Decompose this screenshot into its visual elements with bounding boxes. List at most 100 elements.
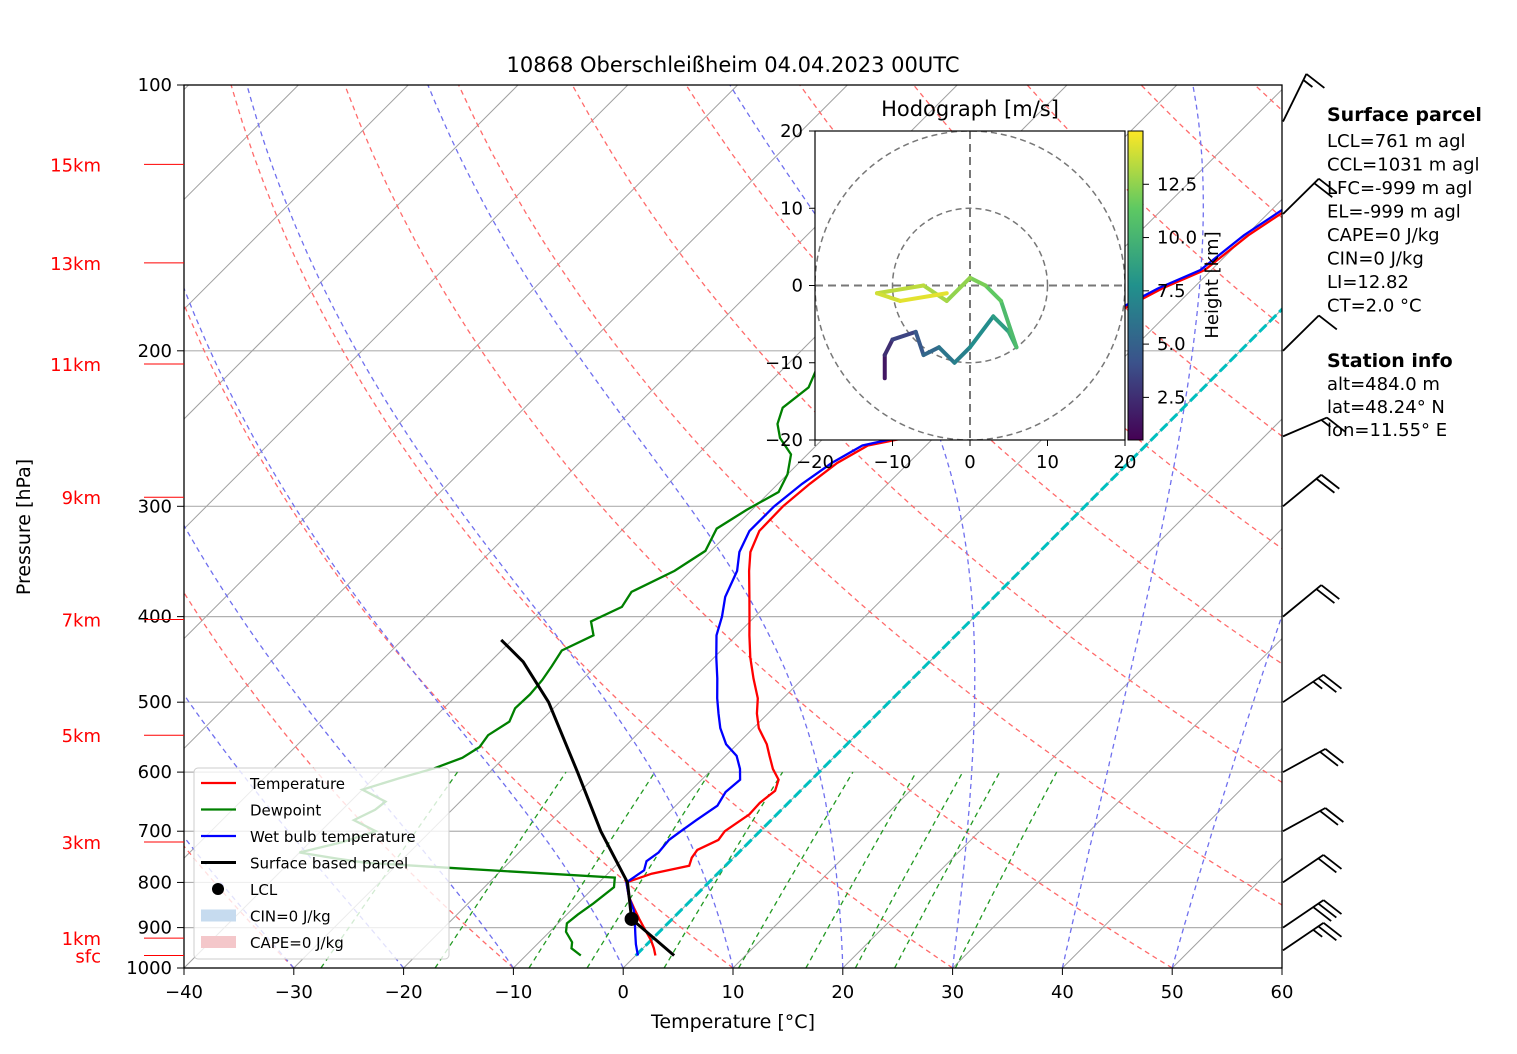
barb-flag (1317, 925, 1337, 942)
isotherm (184, 85, 848, 750)
mixing-ratio-line (528, 771, 656, 968)
legend-swatch (201, 936, 236, 948)
hodograph-segment (983, 283, 1003, 303)
isotherm (952, 637, 1282, 968)
wind-barb (1282, 73, 1325, 122)
barb-flag (1319, 810, 1339, 826)
colorbar-tick-label: 5.0 (1157, 334, 1186, 355)
barb-flag (1312, 906, 1332, 922)
isotherm (184, 85, 409, 310)
barb-shaft (1282, 178, 1320, 215)
y-tick-label: 100 (138, 75, 172, 96)
barb-shaft (1282, 584, 1322, 618)
moist-adiabat (184, 286, 624, 968)
x-tick-label: 50 (1161, 982, 1184, 1003)
surface-parcel-line: CT=2.0 °C (1327, 296, 1422, 317)
station-info-line: lon=11.55° E (1327, 420, 1447, 441)
barb-flag (1320, 474, 1340, 490)
mixing-ratio-line (854, 771, 964, 968)
height-label: 9km (62, 488, 101, 509)
y-tick-label: 500 (138, 692, 172, 713)
barb-flag (1324, 748, 1344, 764)
mixing-ratio-line (586, 771, 711, 968)
mixing-ratio-line (663, 771, 784, 968)
wind-barb (1282, 748, 1344, 773)
colorbar-label: Height [km] (1202, 231, 1223, 338)
barb-flag (1322, 673, 1343, 690)
hodograph-x-tick-label: −20 (796, 452, 834, 473)
x-tick-label: −10 (494, 982, 532, 1003)
x-tick-label: 0 (617, 982, 628, 1003)
hodograph-segment (898, 291, 949, 303)
surface-parcel-line: CCL=1031 m agl (1327, 155, 1480, 176)
surface-parcel-line: CIN=0 J/kg (1327, 249, 1424, 270)
hodograph-segment (968, 275, 988, 288)
station-info-heading: Station info (1327, 350, 1453, 372)
mixing-ratio-line (805, 771, 917, 968)
lcl-marker (624, 911, 639, 926)
isotherm (184, 85, 738, 640)
isotherm (184, 85, 519, 420)
isotherm (732, 418, 1282, 968)
mixing-ratio-line (738, 771, 854, 968)
hodograph-title: Hodograph [m/s] (881, 97, 1059, 121)
wind-barb (1282, 854, 1343, 884)
barb-half-flag (1302, 79, 1313, 88)
hodograph-segment (952, 345, 972, 365)
hodograph-segment (937, 345, 957, 365)
legend-swatch (212, 883, 224, 895)
height-label: 13km (50, 254, 101, 275)
barb-shaft (1282, 748, 1326, 773)
barb-flag (1320, 584, 1340, 600)
barb-shaft (1282, 899, 1324, 929)
barb-flag (1318, 177, 1338, 194)
barb-flag (1322, 922, 1343, 938)
dry-adiabat (184, 302, 734, 968)
station-info-line: alt=484.0 m (1327, 374, 1440, 395)
surface-parcel-line: LI=12.82 (1327, 272, 1409, 293)
x-tick-label: 60 (1271, 982, 1294, 1003)
barb-shaft (1282, 854, 1324, 884)
wind-barb (1282, 899, 1343, 929)
hodograph-x-tick-label: 0 (964, 452, 975, 473)
y-tick-label: 300 (138, 496, 172, 517)
colorbar-tick-label: 10.0 (1157, 228, 1197, 249)
wind-barbs (1282, 73, 1346, 952)
hodograph-segment (913, 329, 926, 358)
zero-degree-isotherm (634, 307, 1282, 957)
barb-shaft (1282, 673, 1324, 703)
y-tick-label: 800 (138, 872, 172, 893)
hodograph-segment (890, 329, 918, 342)
wind-barb (1282, 474, 1340, 507)
wind-barb (1282, 922, 1343, 952)
x-tick-label: −20 (385, 982, 423, 1003)
barb-half-flag (1320, 419, 1331, 428)
height-label: 7km (62, 610, 101, 631)
x-tick-label: −40 (165, 982, 203, 1003)
hodograph-segment (875, 291, 903, 303)
barb-flag (1313, 182, 1333, 198)
colorbar-tick-label: 2.5 (1157, 387, 1186, 408)
hodograph-x-tick-label: −10 (874, 452, 912, 473)
wind-barb (1282, 314, 1338, 352)
height-label: 3km (62, 833, 101, 854)
barb-shaft (1282, 922, 1324, 952)
legend-label: LCL (250, 881, 278, 899)
barb-flag (1324, 807, 1344, 823)
barb-flag (1305, 73, 1325, 89)
hodograph-segment (882, 337, 895, 358)
hodograph-background (815, 131, 1125, 440)
hodograph-ring (891, 207, 1049, 364)
surface-parcel-line: LFC=-999 m agl (1327, 178, 1472, 199)
legend-label: Dewpoint (250, 802, 321, 820)
barb-flag (1318, 314, 1338, 331)
barb-flag (1322, 854, 1343, 870)
hodograph-y-tick-label: 0 (792, 276, 803, 297)
chart-title: 10868 Oberschleißheim 04.04.2023 00UTC (507, 53, 960, 77)
hodograph-y-tick-label: 10 (780, 198, 803, 219)
colorbar-tick-label: 12.5 (1157, 174, 1197, 195)
height-label: sfc (75, 947, 101, 968)
dry-adiabat (230, 85, 953, 968)
isotherm (1062, 747, 1282, 968)
